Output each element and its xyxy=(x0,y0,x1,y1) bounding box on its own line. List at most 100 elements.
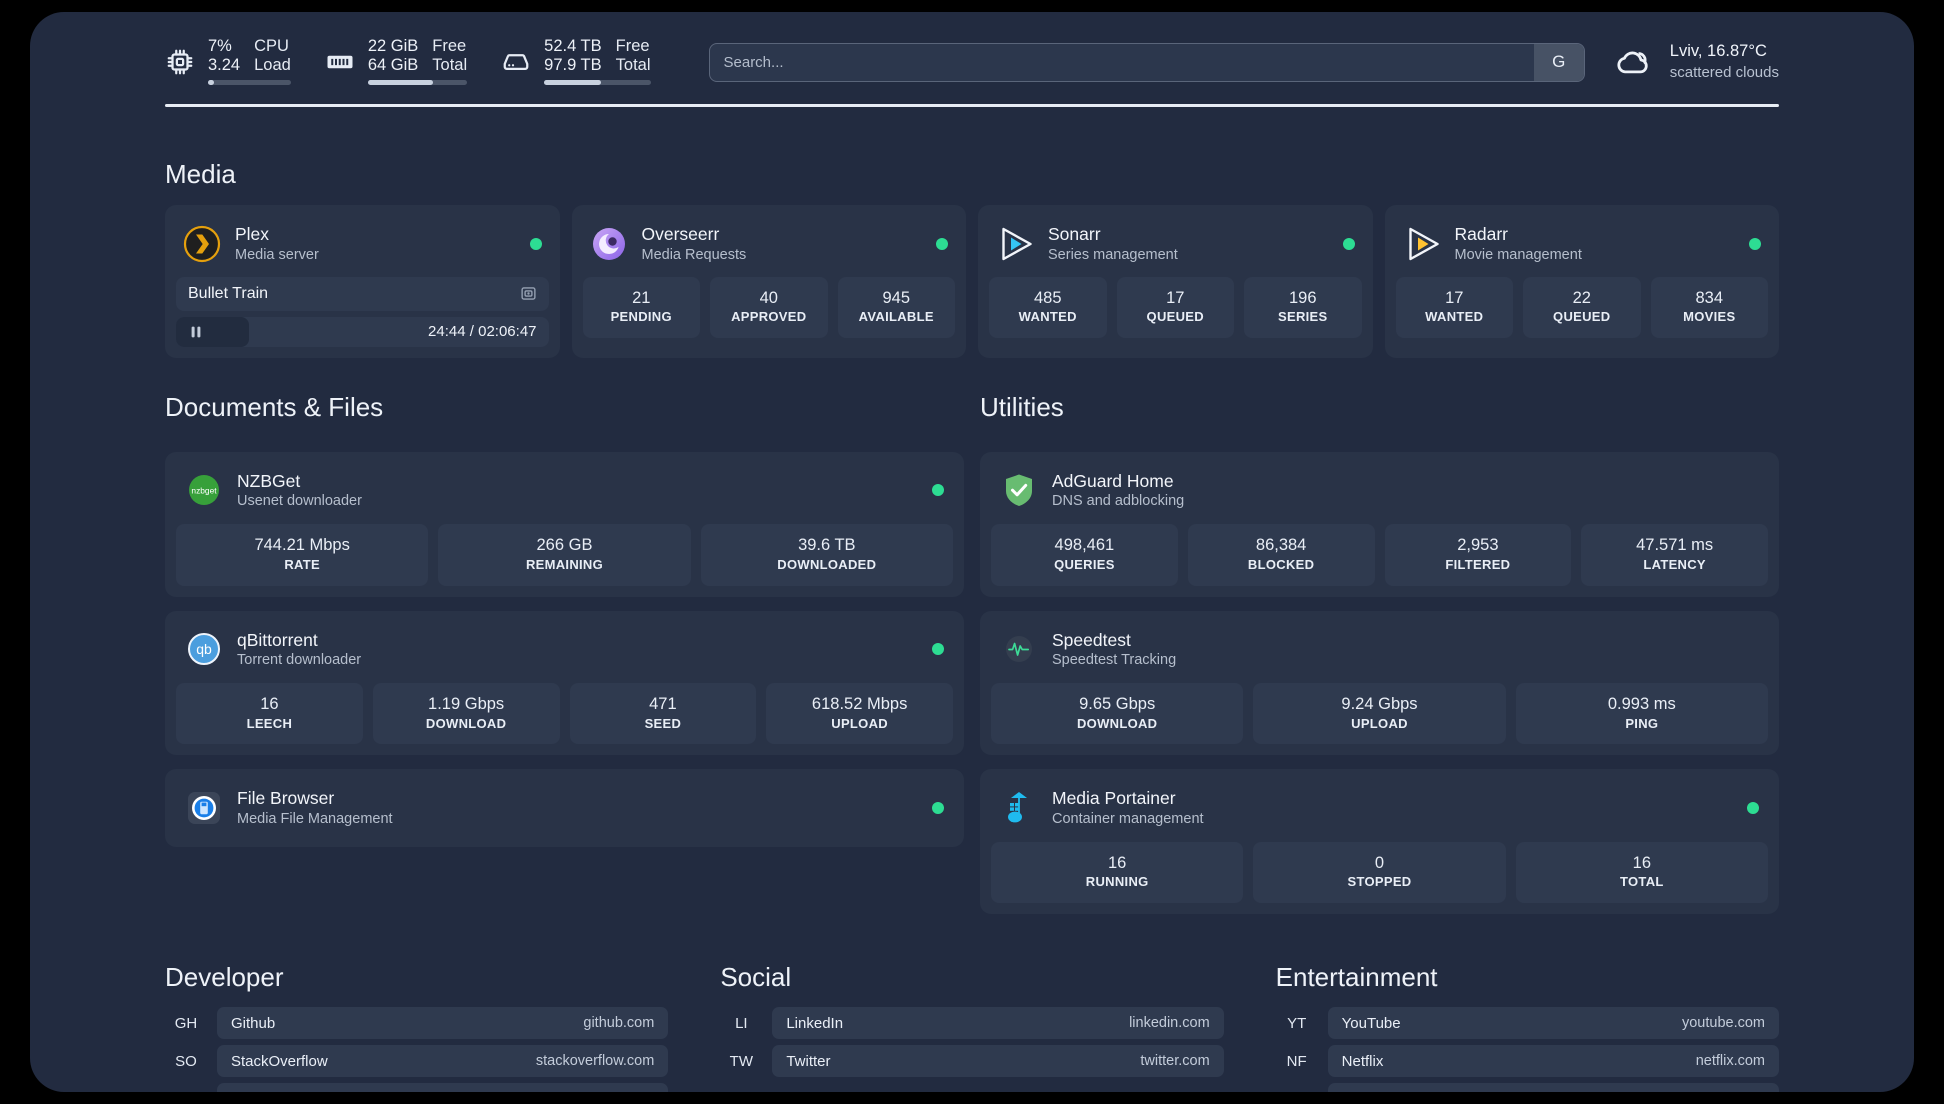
service-card-plex[interactable]: Plex Media server Bullet Train xyxy=(165,205,560,358)
bookmark-url: stackoverflow.com xyxy=(535,1053,655,1070)
stat-label: PING xyxy=(1625,715,1659,731)
bookmarks-section: Developer GH Github github.com SO StackO… xyxy=(165,962,1779,1092)
stat-cpu: 7% 3.24 CPU Load xyxy=(165,37,291,88)
now-playing-progress-bar[interactable]: 24:44 / 02:06:47 xyxy=(176,316,549,347)
stat-value: 17 xyxy=(1445,288,1464,307)
stat-memory-value-bottom: 64 GiB xyxy=(367,56,419,74)
section-title-documents: Documents & Files xyxy=(165,391,384,422)
pause-icon[interactable] xyxy=(188,324,204,340)
service-name: File Browser xyxy=(237,788,335,809)
nzbget-logo-icon: nzbget xyxy=(185,471,223,509)
stat-value: 945 xyxy=(882,288,911,307)
stat-label: MOVIES xyxy=(1683,309,1736,325)
service-card-nzbget[interactable]: nzbget NZBGet Usenet downloader 744.21 M… xyxy=(165,451,964,597)
svg-text:nzbget: nzbget xyxy=(191,486,217,496)
bookmark-item[interactable]: LI LinkedIn linkedin.com xyxy=(720,1007,1224,1040)
bookmark-item[interactable]: YT YouTube youtube.com xyxy=(1276,1007,1779,1040)
cast-icon[interactable] xyxy=(520,285,537,302)
service-card-radarr[interactable]: Radarr Movie management 17 WANTED 22 QUE… xyxy=(1384,205,1779,358)
stat-value: 16 xyxy=(260,695,279,714)
weather-description: scattered clouds xyxy=(1669,63,1779,81)
stat-label: SERIES xyxy=(1278,309,1328,325)
service-subtitle: DNS and adblocking xyxy=(1052,493,1185,510)
stat-label: RATE xyxy=(284,556,320,572)
bookmark-link[interactable]: StackOverflow stackoverflow.com xyxy=(217,1045,669,1078)
bookmark-item[interactable]: NF Netflix netflix.com xyxy=(1276,1045,1779,1078)
bookmark-item[interactable]: TW Twitter twitter.com xyxy=(720,1045,1224,1078)
service-card-file-browser[interactable]: File Browser Media File Management xyxy=(165,769,964,848)
stat-label: REMAINING xyxy=(525,556,604,572)
stat-memory-value-top: 22 GiB xyxy=(367,36,419,55)
bookmark-item[interactable]: GH Github github.com xyxy=(165,1007,669,1040)
stat-tile: 834 MOVIES xyxy=(1650,276,1768,338)
stat-tile: 0.993 ms PING xyxy=(1515,683,1768,745)
service-card-speedtest[interactable]: Speedtest Speedtest Tracking 9.65 Gbps D… xyxy=(980,610,1779,756)
bookmark-link[interactable]: Reddit reddit.com xyxy=(1327,1083,1779,1092)
bookmark-link[interactable]: DEV dev.to xyxy=(217,1083,669,1092)
stat-label: QUEUED xyxy=(1553,309,1611,325)
bookmark-link[interactable]: Netflix netflix.com xyxy=(1327,1045,1779,1078)
dashboard-header: 7% 3.24 CPU Load xyxy=(165,12,1779,98)
bookmark-abbr: DT xyxy=(165,1091,207,1092)
svg-text:qb: qb xyxy=(196,641,212,657)
bookmark-link[interactable]: YouTube youtube.com xyxy=(1327,1007,1779,1040)
stat-value: 47.571 ms xyxy=(1636,536,1714,555)
stat-tile: 1.19 Gbps DOWNLOAD xyxy=(372,683,560,745)
search-bar[interactable]: G xyxy=(708,42,1585,82)
stat-value: 485 xyxy=(1033,288,1062,307)
service-card-qbittorrent[interactable]: qb qBittorrent Torrent downloader 16 LEE… xyxy=(165,610,964,756)
portainer-logo-icon xyxy=(1000,789,1038,827)
search-input[interactable] xyxy=(709,43,1534,81)
bookmark-abbr: TW xyxy=(729,1052,753,1070)
speedtest-logo-icon xyxy=(1000,630,1038,668)
service-subtitle: Series management xyxy=(1048,246,1178,263)
now-playing-separator: / xyxy=(469,323,474,341)
stat-tile: 39.6 TB DOWNLOADED xyxy=(700,524,953,586)
stat-storage-value-bottom: 97.9 TB xyxy=(544,56,602,74)
service-subtitle: Usenet downloader xyxy=(237,493,362,510)
service-card-sonarr[interactable]: Sonarr Series management 485 WANTED 17 Q… xyxy=(978,205,1373,358)
bookmark-abbr: GH xyxy=(174,1014,198,1032)
service-card-media-portainer[interactable]: Media Portainer Container management 16 … xyxy=(980,769,1779,915)
stat-tile: 21 PENDING xyxy=(582,276,700,338)
stat-tile: 2,953 FILTERED xyxy=(1384,524,1572,586)
stat-label: DOWNLOAD xyxy=(1076,715,1158,731)
bookmark-link[interactable]: Twitter twitter.com xyxy=(772,1045,1224,1078)
stat-value: 16 xyxy=(1107,854,1127,873)
stat-label: DOWNLOAD xyxy=(425,715,507,731)
stat-tile: 16 RUNNING xyxy=(991,842,1244,904)
stat-tile: 47.571 ms LATENCY xyxy=(1581,524,1768,586)
search-engine-button[interactable]: G xyxy=(1533,43,1584,81)
bookmark-group-title: Entertainment xyxy=(1275,962,1438,993)
stat-tile: 22 QUEUED xyxy=(1523,276,1641,338)
now-playing-title-row: Bullet Train xyxy=(176,276,549,311)
stat-label: PENDING xyxy=(610,309,672,325)
bookmark-abbr: LI xyxy=(735,1014,748,1032)
stat-cpu-value-bottom: 3.24 xyxy=(208,56,241,74)
stat-value: 618.52 Mbps xyxy=(811,695,908,714)
sonarr-logo-icon xyxy=(996,225,1034,263)
bookmark-item[interactable]: SO StackOverflow stackoverflow.com xyxy=(165,1045,669,1078)
stat-label: DOWNLOADED xyxy=(777,556,877,572)
bookmark-url: twitter.com xyxy=(1140,1053,1210,1070)
bookmark-item[interactable]: DT DEV dev.to xyxy=(165,1083,669,1092)
status-indicator-online xyxy=(1342,237,1355,250)
service-card-adguard-home[interactable]: AdGuard Home DNS and adblocking 498,461 … xyxy=(980,451,1779,597)
stat-label: BLOCKED xyxy=(1247,556,1315,572)
stat-value: 2,953 xyxy=(1457,536,1499,555)
stat-tile: 40 APPROVED xyxy=(710,276,828,338)
now-playing-progress-fill xyxy=(176,316,249,347)
bookmark-item[interactable]: RE Reddit reddit.com xyxy=(1276,1083,1779,1092)
bookmark-link[interactable]: Github github.com xyxy=(217,1007,669,1040)
service-subtitle: Movie management xyxy=(1454,246,1582,263)
stat-cpu-label-bottom: Load xyxy=(254,56,291,74)
bookmark-link[interactable]: LinkedIn linkedin.com xyxy=(772,1007,1224,1040)
bookmark-url: linkedin.com xyxy=(1129,1015,1210,1032)
bookmark-group-developer: Developer GH Github github.com SO StackO… xyxy=(165,962,669,1092)
bookmark-group-entertainment: Entertainment YT YouTube youtube.com NF … xyxy=(1276,962,1779,1092)
stat-cpu-value-top: 7% xyxy=(208,36,232,55)
service-card-overseerr[interactable]: Overseerr Media Requests 21 PENDING 40 A… xyxy=(571,205,966,358)
bookmark-url: reddit.com xyxy=(1697,1091,1765,1092)
stat-value: 16 xyxy=(1632,854,1651,873)
stat-storage-value-top: 52.4 TB xyxy=(544,36,602,55)
